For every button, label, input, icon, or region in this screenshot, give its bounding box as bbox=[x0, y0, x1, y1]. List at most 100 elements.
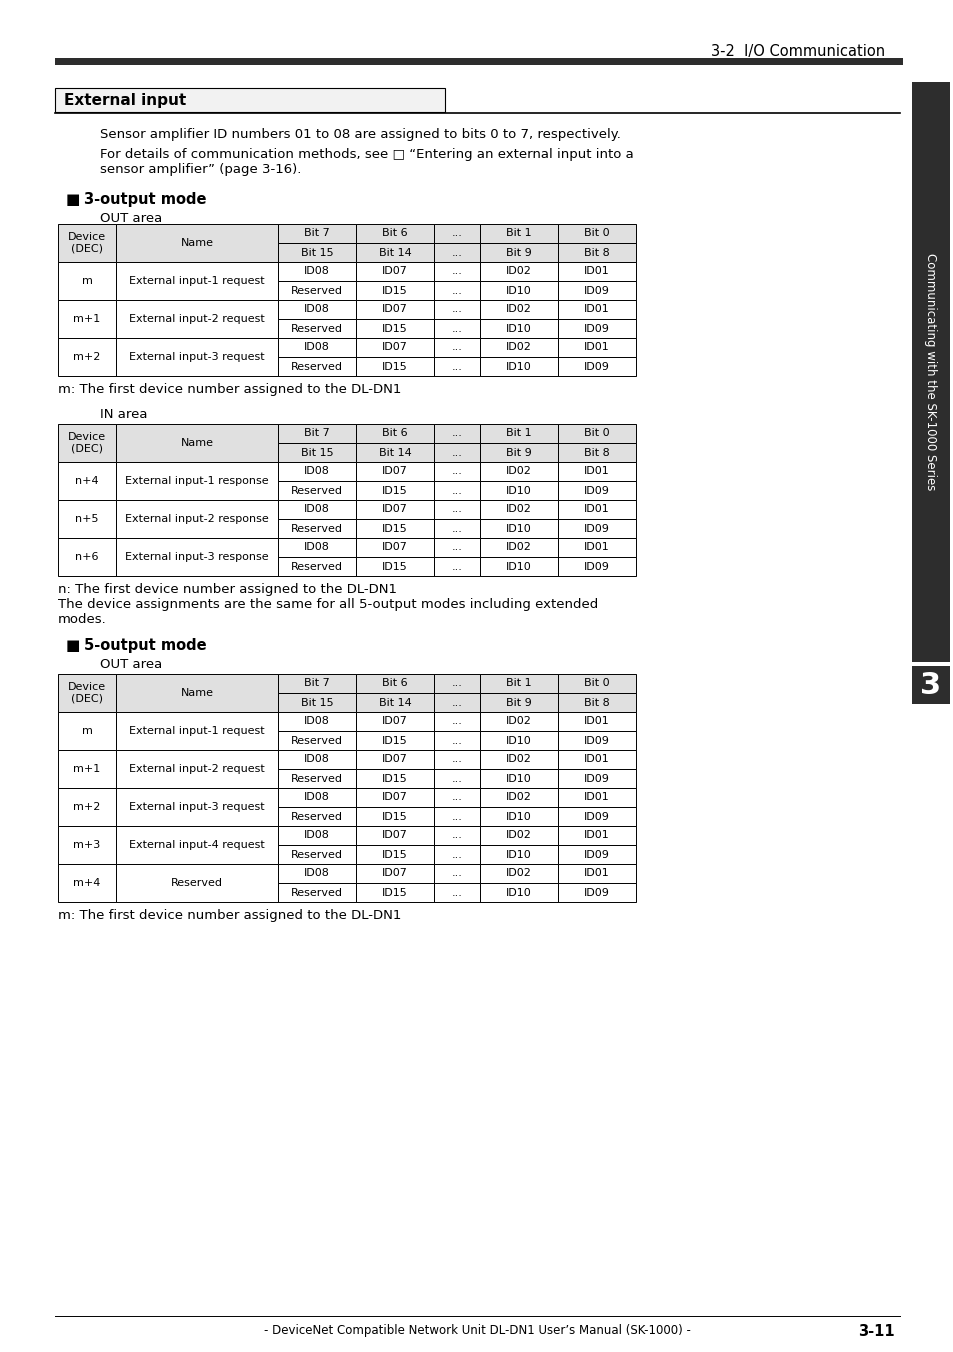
Bar bbox=[277, 481, 355, 500]
Bar bbox=[355, 425, 434, 443]
Bar bbox=[116, 788, 277, 826]
Bar bbox=[479, 845, 558, 864]
Text: Bit 1: Bit 1 bbox=[506, 228, 531, 238]
Bar bbox=[558, 338, 636, 357]
Text: m: m bbox=[81, 276, 92, 287]
Text: Bit 7: Bit 7 bbox=[304, 228, 330, 238]
Bar bbox=[58, 425, 116, 462]
Bar bbox=[558, 557, 636, 576]
Text: Bit 15: Bit 15 bbox=[300, 247, 333, 257]
Bar bbox=[277, 864, 355, 883]
Bar bbox=[355, 500, 434, 519]
Text: ID08: ID08 bbox=[304, 466, 330, 476]
Text: ID07: ID07 bbox=[381, 792, 408, 803]
Text: Bit 15: Bit 15 bbox=[300, 698, 333, 707]
Bar bbox=[116, 425, 277, 462]
Bar bbox=[355, 262, 434, 281]
Text: ID08: ID08 bbox=[304, 504, 330, 515]
Text: ...: ... bbox=[451, 561, 462, 572]
Text: Bit 1: Bit 1 bbox=[506, 429, 531, 438]
Bar bbox=[479, 826, 558, 845]
Text: ID01: ID01 bbox=[583, 504, 609, 515]
Bar bbox=[355, 713, 434, 731]
Text: ID02: ID02 bbox=[505, 304, 532, 315]
Bar bbox=[479, 357, 558, 376]
Text: ID07: ID07 bbox=[381, 342, 408, 353]
Text: ...: ... bbox=[451, 304, 462, 315]
Text: Reserved: Reserved bbox=[291, 735, 343, 745]
Text: ID09: ID09 bbox=[583, 323, 609, 334]
Bar bbox=[434, 845, 479, 864]
Text: ID01: ID01 bbox=[583, 342, 609, 353]
Text: ...: ... bbox=[451, 830, 462, 841]
Text: modes.: modes. bbox=[58, 612, 107, 626]
Text: m+2: m+2 bbox=[73, 802, 101, 813]
Bar bbox=[355, 826, 434, 845]
Text: n+6: n+6 bbox=[75, 552, 99, 562]
Bar bbox=[116, 713, 277, 750]
Text: Reserved: Reserved bbox=[291, 323, 343, 334]
Bar bbox=[558, 713, 636, 731]
Text: ID01: ID01 bbox=[583, 717, 609, 726]
Bar bbox=[277, 731, 355, 750]
Text: ID15: ID15 bbox=[382, 523, 408, 534]
Bar bbox=[58, 224, 116, 262]
Text: Communicating with the SK-1000 Series: Communicating with the SK-1000 Series bbox=[923, 253, 937, 491]
Bar bbox=[116, 300, 277, 338]
Bar bbox=[479, 807, 558, 826]
Bar bbox=[277, 694, 355, 713]
Text: ID08: ID08 bbox=[304, 868, 330, 879]
Bar bbox=[58, 826, 116, 864]
Bar bbox=[434, 750, 479, 769]
Text: Bit 8: Bit 8 bbox=[583, 698, 609, 707]
Text: ID08: ID08 bbox=[304, 266, 330, 277]
Text: ID08: ID08 bbox=[304, 304, 330, 315]
Bar bbox=[434, 281, 479, 300]
Text: 3-output mode: 3-output mode bbox=[84, 192, 206, 207]
Text: Bit 1: Bit 1 bbox=[506, 679, 531, 688]
Bar bbox=[479, 462, 558, 481]
Bar bbox=[558, 845, 636, 864]
Bar bbox=[277, 357, 355, 376]
Text: ID02: ID02 bbox=[505, 754, 532, 764]
Bar bbox=[434, 694, 479, 713]
Bar bbox=[116, 500, 277, 538]
Text: Reserved: Reserved bbox=[291, 773, 343, 784]
Text: ID08: ID08 bbox=[304, 830, 330, 841]
Bar bbox=[277, 713, 355, 731]
Text: Bit 7: Bit 7 bbox=[304, 679, 330, 688]
Text: ID02: ID02 bbox=[505, 868, 532, 879]
Text: ...: ... bbox=[451, 792, 462, 803]
Text: Bit 6: Bit 6 bbox=[382, 228, 407, 238]
Text: ...: ... bbox=[451, 523, 462, 534]
Text: n+4: n+4 bbox=[75, 476, 99, 485]
Text: ID10: ID10 bbox=[506, 887, 532, 898]
Text: Bit 6: Bit 6 bbox=[382, 679, 407, 688]
Bar bbox=[355, 788, 434, 807]
Text: m+3: m+3 bbox=[73, 840, 100, 850]
Text: ID02: ID02 bbox=[505, 717, 532, 726]
Bar bbox=[58, 538, 116, 576]
Text: Bit 7: Bit 7 bbox=[304, 429, 330, 438]
Bar bbox=[355, 319, 434, 338]
Bar bbox=[277, 338, 355, 357]
Bar bbox=[479, 425, 558, 443]
Text: Bit 14: Bit 14 bbox=[378, 448, 411, 457]
Bar bbox=[277, 319, 355, 338]
Text: External input-4 request: External input-4 request bbox=[129, 840, 265, 850]
Bar bbox=[277, 224, 355, 243]
Text: OUT area: OUT area bbox=[100, 658, 162, 671]
Text: External input-1 request: External input-1 request bbox=[129, 726, 265, 735]
Text: ID10: ID10 bbox=[506, 523, 532, 534]
Bar bbox=[277, 807, 355, 826]
Bar bbox=[434, 462, 479, 481]
Text: ...: ... bbox=[451, 429, 462, 438]
Text: ...: ... bbox=[451, 868, 462, 879]
Text: Bit 0: Bit 0 bbox=[583, 228, 609, 238]
Bar bbox=[434, 538, 479, 557]
Text: - DeviceNet Compatible Network Unit DL-DN1 User’s Manual (SK-1000) -: - DeviceNet Compatible Network Unit DL-D… bbox=[263, 1324, 690, 1337]
Bar bbox=[558, 425, 636, 443]
Text: ID10: ID10 bbox=[506, 561, 532, 572]
Bar bbox=[116, 864, 277, 902]
Bar bbox=[277, 557, 355, 576]
